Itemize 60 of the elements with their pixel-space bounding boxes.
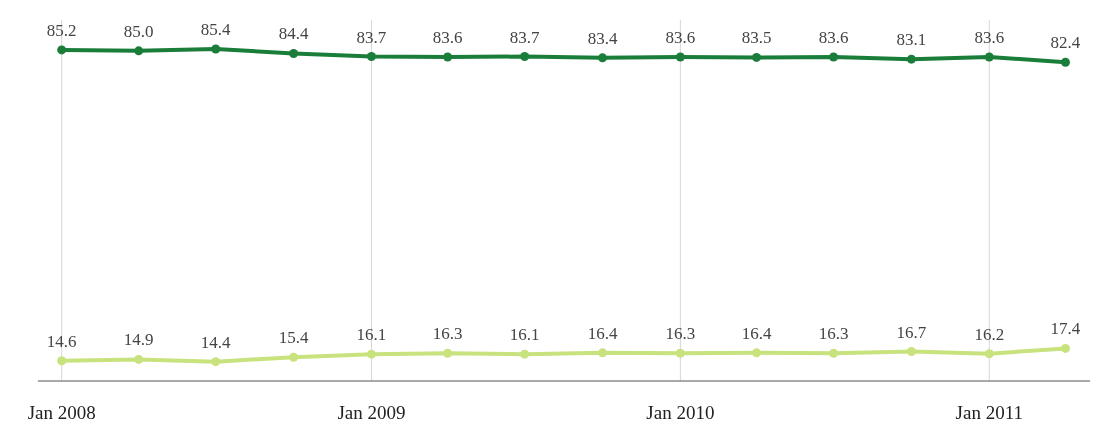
data-label: 16.4 bbox=[587, 323, 618, 343]
point bbox=[829, 348, 839, 358]
point bbox=[289, 48, 299, 58]
point bbox=[1060, 57, 1070, 67]
point bbox=[984, 349, 994, 359]
data-label: 16.7 bbox=[896, 322, 927, 342]
data-label: 85.0 bbox=[123, 21, 154, 41]
data-label: 16.1 bbox=[509, 325, 540, 345]
point bbox=[211, 357, 221, 367]
data-label: 83.1 bbox=[896, 30, 927, 50]
point bbox=[443, 348, 453, 358]
point bbox=[598, 348, 608, 358]
data-label: 83.5 bbox=[741, 28, 772, 48]
data-label: 16.1 bbox=[356, 325, 387, 345]
data-label: 83.6 bbox=[432, 27, 463, 47]
point bbox=[906, 54, 916, 64]
data-label: 14.6 bbox=[46, 331, 77, 351]
point bbox=[1060, 343, 1070, 353]
data-label: 83.4 bbox=[587, 28, 618, 48]
x-tick-label: Jan 2008 bbox=[27, 402, 96, 423]
point bbox=[752, 348, 762, 358]
point bbox=[520, 52, 530, 62]
point bbox=[829, 52, 839, 62]
point bbox=[57, 356, 67, 366]
point bbox=[598, 53, 608, 63]
point bbox=[906, 347, 916, 356]
data-label: 16.3 bbox=[432, 324, 463, 344]
data-label: 16.4 bbox=[741, 323, 772, 343]
data-label: 85.2 bbox=[46, 20, 77, 40]
point bbox=[984, 52, 994, 62]
x-tick-label: Jan 2010 bbox=[646, 402, 715, 423]
x-tick-label: Jan 2009 bbox=[337, 402, 406, 423]
data-label: 83.6 bbox=[818, 27, 849, 47]
data-label: 14.9 bbox=[123, 330, 154, 350]
data-label: 83.6 bbox=[665, 27, 696, 47]
point bbox=[211, 44, 221, 54]
data-label: 16.3 bbox=[665, 324, 696, 344]
data-label: 83.6 bbox=[974, 27, 1005, 47]
point bbox=[366, 349, 376, 359]
point bbox=[675, 348, 685, 358]
data-label: 16.2 bbox=[974, 324, 1005, 344]
data-label: 16.3 bbox=[818, 324, 849, 344]
data-label: 15.4 bbox=[278, 328, 309, 348]
data-label: 17.4 bbox=[1050, 319, 1081, 339]
point bbox=[675, 52, 685, 62]
data-label: 85.4 bbox=[200, 20, 232, 40]
point bbox=[134, 354, 144, 364]
x-tick-label: Jan 2011 bbox=[955, 402, 1023, 423]
data-label: 14.4 bbox=[200, 332, 232, 352]
point bbox=[366, 52, 376, 62]
point bbox=[443, 52, 453, 62]
point bbox=[134, 46, 144, 56]
point bbox=[289, 352, 299, 362]
data-label: 84.4 bbox=[278, 24, 309, 44]
point bbox=[520, 349, 530, 359]
point bbox=[57, 45, 67, 55]
data-label: 83.7 bbox=[356, 27, 387, 47]
data-label: 83.7 bbox=[509, 27, 541, 47]
point bbox=[752, 52, 762, 62]
data-label: 82.4 bbox=[1050, 33, 1081, 53]
